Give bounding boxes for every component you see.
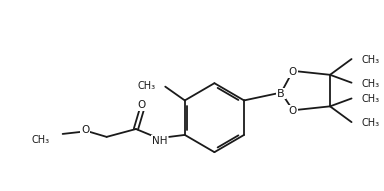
Text: NH: NH: [152, 136, 167, 146]
Text: O: O: [138, 100, 146, 110]
Text: CH₃: CH₃: [32, 135, 50, 145]
Text: CH₃: CH₃: [137, 81, 156, 91]
Text: CH₃: CH₃: [361, 118, 379, 128]
Text: CH₃: CH₃: [361, 79, 379, 89]
Text: CH₃: CH₃: [361, 55, 379, 65]
Text: B: B: [277, 89, 285, 99]
Text: O: O: [81, 125, 89, 135]
Text: O: O: [289, 67, 297, 77]
Text: CH₃: CH₃: [361, 95, 379, 104]
Text: O: O: [289, 106, 297, 116]
